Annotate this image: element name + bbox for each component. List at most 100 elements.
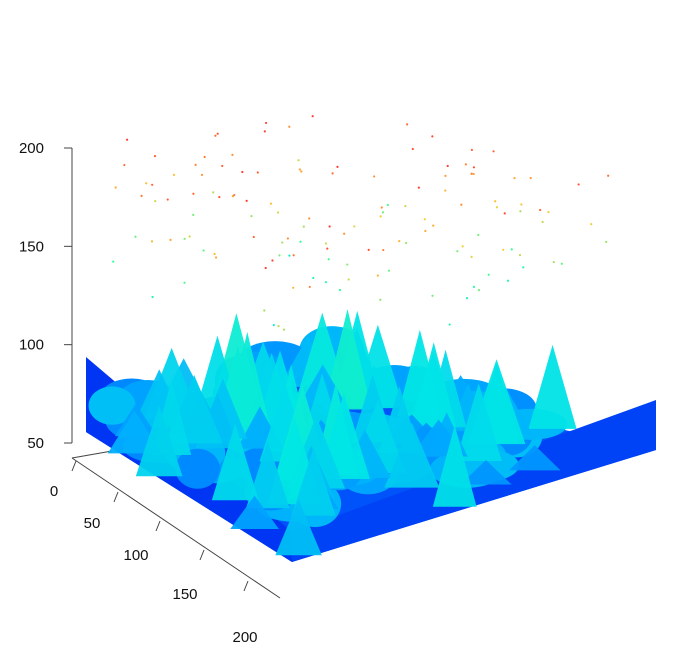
outlier-point — [347, 278, 350, 281]
outlier-point — [297, 159, 300, 162]
outlier-point — [444, 189, 447, 192]
tree-crown — [455, 383, 502, 462]
outlier-point — [503, 212, 506, 215]
outlier-point — [492, 150, 495, 153]
outlier-point — [231, 153, 234, 156]
outlier-point — [398, 239, 401, 243]
outlier-point — [150, 240, 154, 243]
outlier-point — [336, 165, 339, 168]
tree-crown — [275, 499, 322, 556]
outlier-point — [324, 242, 328, 245]
outlier-point — [513, 176, 516, 180]
tree-crown — [432, 425, 477, 507]
y-axis-line — [71, 457, 281, 599]
outlier-point — [518, 253, 522, 257]
outlier-point — [216, 132, 219, 135]
outlier-point — [379, 298, 382, 301]
canopy-blob — [88, 386, 136, 425]
outlier-point — [188, 235, 191, 238]
outlier-point — [327, 258, 330, 261]
outlier-point — [405, 241, 408, 245]
outlier-point — [446, 164, 449, 168]
axes — [71, 148, 281, 599]
outlier-point — [114, 186, 117, 189]
y-tick-mark — [155, 520, 161, 532]
outlier-point — [464, 163, 467, 166]
outlier-point — [300, 170, 303, 173]
outlier-point — [221, 164, 224, 168]
outlier-point — [281, 241, 284, 244]
outlier-point — [346, 263, 349, 266]
outlier-point — [331, 172, 334, 175]
y-axis-ticks: 0 50 100 150 200 — [50, 460, 258, 646]
outlier-point — [151, 295, 154, 299]
outlier-point — [328, 225, 331, 228]
outlier-point — [288, 125, 291, 128]
outlier-point — [154, 200, 157, 203]
outlier-point — [299, 240, 302, 243]
tree-crown — [411, 342, 457, 428]
outlier-point — [431, 294, 434, 297]
outlier-point — [169, 238, 172, 241]
outlier-point — [444, 174, 447, 177]
outlier-point — [292, 286, 295, 289]
outlier-point — [460, 203, 463, 206]
outlier-point — [263, 309, 266, 312]
outlier-point — [577, 183, 580, 186]
outlier-point — [417, 186, 420, 189]
outlier-point — [448, 323, 451, 326]
outlier-point — [552, 261, 555, 264]
y-tick-label: 150 — [172, 586, 197, 603]
y-tick-mark — [113, 491, 119, 503]
outlier-point — [605, 240, 608, 244]
outlier-point — [153, 155, 157, 158]
outlier-point — [520, 203, 523, 206]
outlier-point — [560, 262, 563, 265]
tree-crown — [211, 423, 259, 501]
outlier-point — [183, 281, 186, 284]
outlier-point — [252, 235, 255, 239]
outlier-point — [607, 174, 610, 177]
outlier-point — [353, 225, 356, 228]
outlier-point — [312, 276, 315, 280]
outlier-point — [140, 194, 143, 197]
outlier-point — [432, 224, 435, 227]
outlier-point — [233, 193, 236, 197]
outlier-point — [282, 328, 286, 331]
outlier-point — [510, 248, 513, 251]
outlier-point — [183, 237, 186, 240]
outlier-point — [379, 215, 382, 218]
outlier-point — [125, 138, 129, 141]
outlier-point — [519, 210, 522, 213]
outlier-point — [338, 288, 342, 292]
outlier-point — [263, 130, 266, 133]
tree-crown — [230, 495, 279, 529]
outlier-point — [386, 203, 389, 207]
outlier-point — [431, 135, 434, 138]
outlier-point — [472, 285, 476, 288]
outlier-point — [123, 163, 126, 167]
outlier-point — [241, 170, 244, 174]
tree-crown — [323, 309, 372, 410]
outlier-point — [192, 213, 195, 216]
z-tick-label: 100 — [19, 337, 44, 354]
outlier-point — [112, 260, 115, 263]
outlier-point — [277, 324, 280, 328]
outlier-point — [308, 217, 311, 220]
outlier-point — [472, 166, 476, 169]
outlier-point — [192, 192, 195, 195]
outlier-point — [472, 172, 475, 176]
outlier-point — [547, 210, 550, 214]
outlier-point — [311, 115, 314, 118]
y-tick-mark — [199, 549, 205, 561]
outlier-point — [411, 147, 414, 151]
outlier-point — [406, 123, 409, 126]
outlier-point — [278, 254, 281, 257]
outlier-point — [470, 148, 473, 152]
outlier-point — [326, 247, 329, 250]
outlier-point — [277, 211, 280, 214]
outlier-point — [461, 245, 464, 248]
tree-crown — [508, 445, 561, 471]
outlier-point — [477, 233, 480, 237]
